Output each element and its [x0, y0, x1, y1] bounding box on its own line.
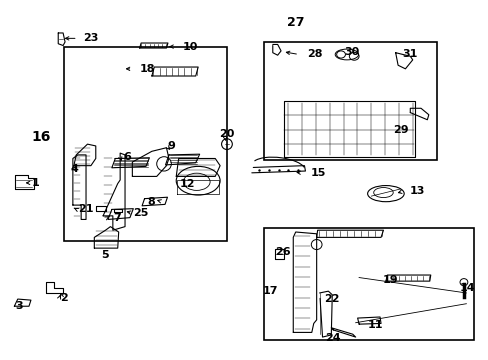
Text: 22: 22 [324, 294, 339, 304]
Text: 12: 12 [179, 179, 194, 189]
Text: 26: 26 [274, 247, 290, 257]
Text: 6: 6 [123, 152, 131, 162]
Text: 11: 11 [366, 320, 382, 330]
Text: 31: 31 [402, 49, 417, 59]
Text: 16: 16 [31, 130, 50, 144]
Bar [264, 42, 436, 160]
Text: 18: 18 [139, 64, 154, 74]
Text: 5: 5 [101, 250, 108, 260]
Text: 15: 15 [310, 168, 325, 178]
Text: 27: 27 [287, 16, 305, 29]
Text: 7: 7 [113, 213, 121, 222]
Bar [64, 47, 227, 241]
Text: 9: 9 [167, 141, 175, 151]
Text: 25: 25 [133, 208, 148, 218]
Text: 13: 13 [409, 186, 425, 197]
Text: 8: 8 [147, 197, 154, 207]
Text: 28: 28 [306, 49, 322, 59]
Text: 30: 30 [344, 46, 359, 57]
Text: 23: 23 [83, 33, 99, 43]
Bar [264, 228, 473, 339]
Text: 24: 24 [325, 333, 340, 343]
Text: 21: 21 [78, 204, 94, 215]
Text: 29: 29 [392, 125, 407, 135]
Text: 2: 2 [60, 293, 68, 303]
Text: 3: 3 [16, 301, 23, 311]
Text: 20: 20 [219, 129, 234, 139]
Text: 17: 17 [263, 286, 278, 296]
Text: 1: 1 [32, 178, 40, 188]
Text: 10: 10 [183, 42, 198, 51]
Text: 19: 19 [382, 275, 398, 285]
Text: 14: 14 [459, 283, 475, 293]
Text: 4: 4 [71, 164, 79, 174]
